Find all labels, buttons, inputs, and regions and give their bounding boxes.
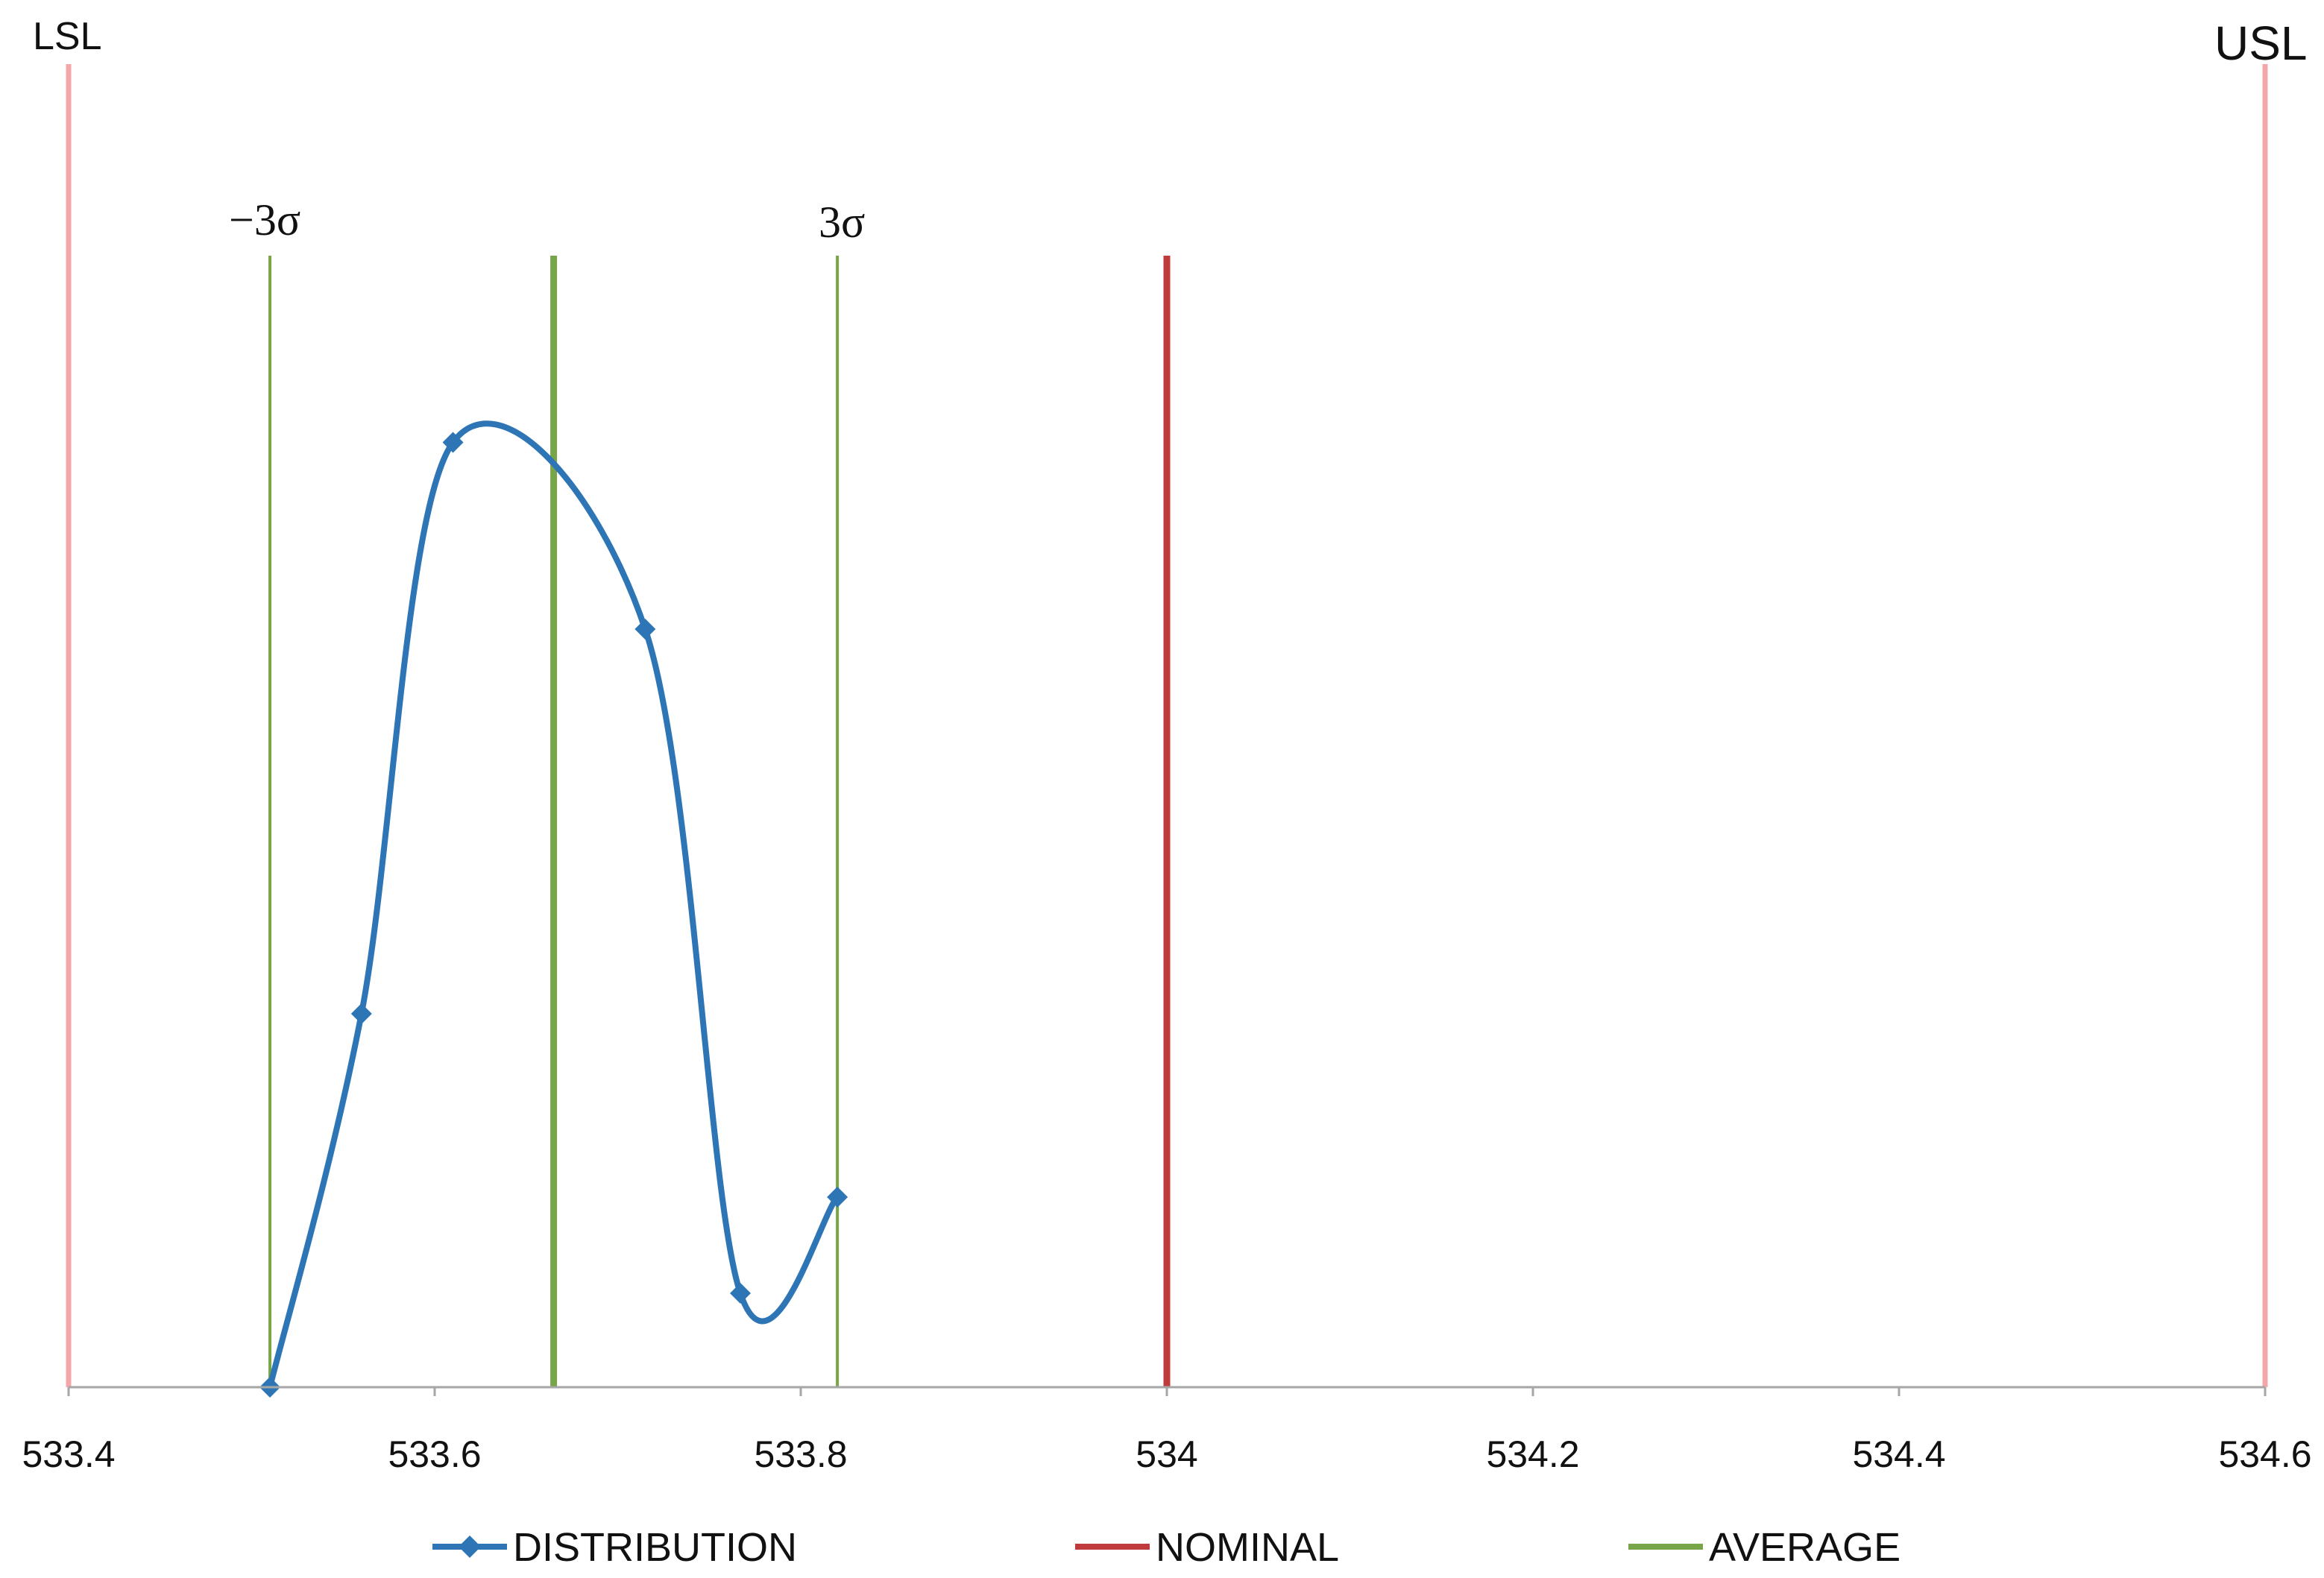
distribution-point [350, 1003, 372, 1025]
legend-diamond-marker [459, 1536, 481, 1558]
x-tick-label: 533.6 [388, 1433, 481, 1475]
x-axis: 533.4 533.6 533.8 534 534.2 534.4 534.6 [22, 1386, 2312, 1475]
distribution-point [442, 432, 464, 453]
distribution-point [729, 1283, 751, 1304]
distribution-point [827, 1186, 848, 1208]
x-tick-label: 534.6 [2218, 1433, 2311, 1475]
plot-area [66, 64, 2268, 1398]
x-tick-label: 533.4 [22, 1433, 115, 1475]
legend-label: AVERAGE [1709, 1525, 1901, 1570]
minus-3-sigma-label: −3σ [229, 195, 300, 244]
x-tick-label: 533.8 [754, 1433, 847, 1475]
plus-3-sigma-label: 3σ [819, 198, 865, 247]
legend-label: DISTRIBUTION [513, 1525, 797, 1570]
x-tick-label: 534.2 [1486, 1433, 1579, 1475]
x-tick-label: 534.4 [1852, 1433, 1945, 1475]
legend-item-average: AVERAGE [1628, 1525, 1901, 1570]
lsl-label: LSL [33, 15, 102, 58]
legend-item-distribution: DISTRIBUTION [432, 1525, 797, 1570]
legend-label: NOMINAL [1156, 1525, 1339, 1570]
reference-labels: LSL USL −3σ 3σ [33, 15, 2308, 247]
legend: DISTRIBUTION NOMINAL AVERAGE [432, 1525, 1901, 1570]
usl-label: USL [2214, 16, 2308, 70]
distribution-point [634, 618, 656, 640]
x-tick-label: 534 [1136, 1433, 1197, 1475]
legend-item-nominal: NOMINAL [1075, 1525, 1339, 1570]
